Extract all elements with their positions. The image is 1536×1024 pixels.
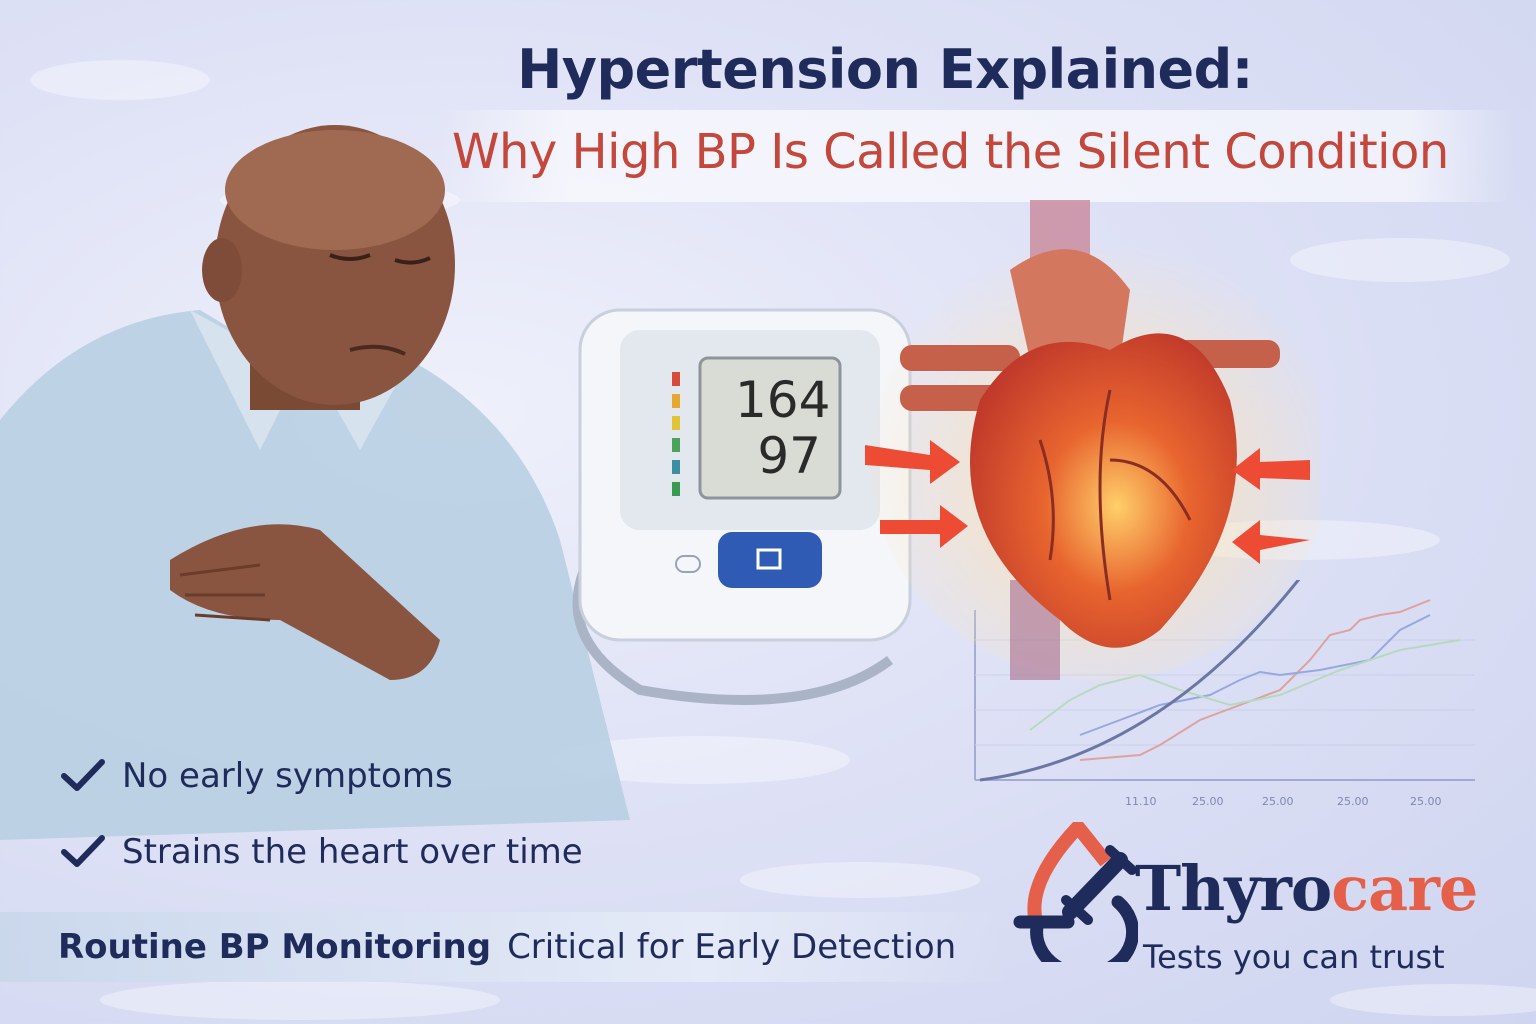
tick-label: 25.00 xyxy=(1337,795,1369,808)
checkmark-icon xyxy=(61,759,105,791)
bottom-banner: Routine BP Monitoring Critical for Early… xyxy=(0,912,1010,982)
subtitle-band xyxy=(440,110,1515,202)
checkmark-icon xyxy=(61,835,105,867)
blood-pressure-monitor xyxy=(572,308,912,705)
brand-name: Thyrocare xyxy=(1135,852,1478,925)
cuff-icon xyxy=(756,548,782,570)
tick-label: 25.00 xyxy=(1192,795,1224,808)
man-illustration xyxy=(0,125,630,840)
blue-series-line xyxy=(1079,614,1431,736)
brand-name-part1: Thyro xyxy=(1135,852,1332,925)
bp-display: 164 97 xyxy=(735,371,831,485)
checklist-label: No early symptoms xyxy=(122,756,453,796)
green-series-line xyxy=(1029,639,1461,731)
pressure-arrows-icon xyxy=(865,440,1310,564)
thyrocare-logo-icon xyxy=(1013,822,1138,962)
banner-bold-text: Routine BP Monitoring xyxy=(58,927,492,967)
checklist-label: Strains the heart over time xyxy=(122,832,583,872)
checklist-item-no-early-symptoms: No early symptoms xyxy=(60,756,453,796)
start-button xyxy=(718,532,822,588)
brand-tagline: Tests you can trust xyxy=(1143,938,1445,976)
rising-curve xyxy=(979,580,1301,782)
tick-label: 25.00 xyxy=(1410,795,1442,808)
systolic-reading: 164 xyxy=(735,371,831,429)
background-trend-chart: 11.10 25.00 25.00 25.00 25.00 xyxy=(974,580,1475,808)
heart-illustration xyxy=(865,200,1320,680)
banner-regular-text: Critical for Early Detection xyxy=(507,927,957,967)
brand-name-part2: care xyxy=(1331,852,1478,925)
red-series-line xyxy=(1079,599,1431,761)
checklist-item-strains-heart: Strains the heart over time xyxy=(60,832,583,872)
page-subtitle: Why High BP Is Called the Silent Conditi… xyxy=(452,124,1449,180)
tick-label: 25.00 xyxy=(1262,795,1294,808)
tick-label: 11.10 xyxy=(1125,795,1157,808)
page-title: Hypertension Explained: xyxy=(517,38,1253,101)
diastolic-reading: 97 xyxy=(757,427,821,485)
